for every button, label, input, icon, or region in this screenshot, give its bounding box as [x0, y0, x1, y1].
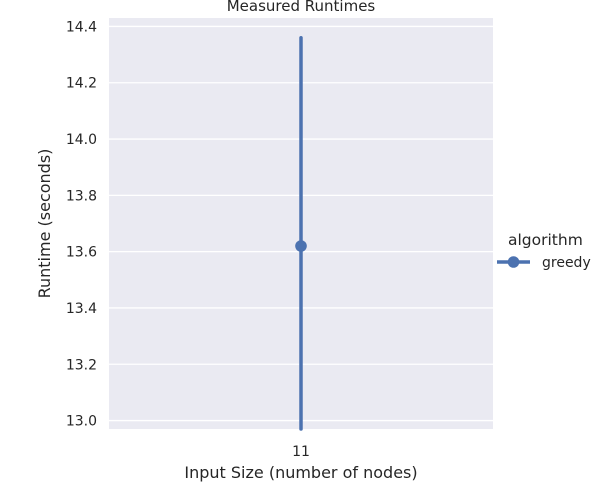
series-marks — [295, 35, 307, 431]
y-tick-label: 14.2 — [66, 76, 97, 92]
legend-title: algorithm — [508, 231, 583, 249]
x-axis-label: Input Size (number of nodes) — [184, 463, 417, 482]
y-axis-label: Runtime (seconds) — [35, 149, 54, 299]
chart-title: Measured Runtimes — [227, 0, 376, 15]
x-axis-ticks: 11 — [292, 444, 310, 460]
y-tick-label: 14.0 — [66, 132, 97, 148]
legend-swatch-marker — [507, 256, 520, 268]
y-tick-label: 13.2 — [66, 357, 97, 373]
legend-entry-greedy: greedy — [542, 255, 591, 271]
y-tick-label: 13.6 — [66, 245, 97, 261]
y-tick-label: 13.4 — [66, 301, 97, 317]
data-point — [295, 240, 307, 252]
y-axis-ticks: 13.0 13.2 13.4 13.6 13.8 14.0 14.2 14.4 — [66, 19, 97, 429]
y-tick-label: 13.0 — [66, 414, 97, 430]
y-tick-label: 13.8 — [66, 188, 97, 204]
legend: algorithm greedy — [497, 231, 591, 271]
y-tick-label: 14.4 — [66, 19, 97, 35]
x-tick-label: 11 — [292, 444, 310, 460]
